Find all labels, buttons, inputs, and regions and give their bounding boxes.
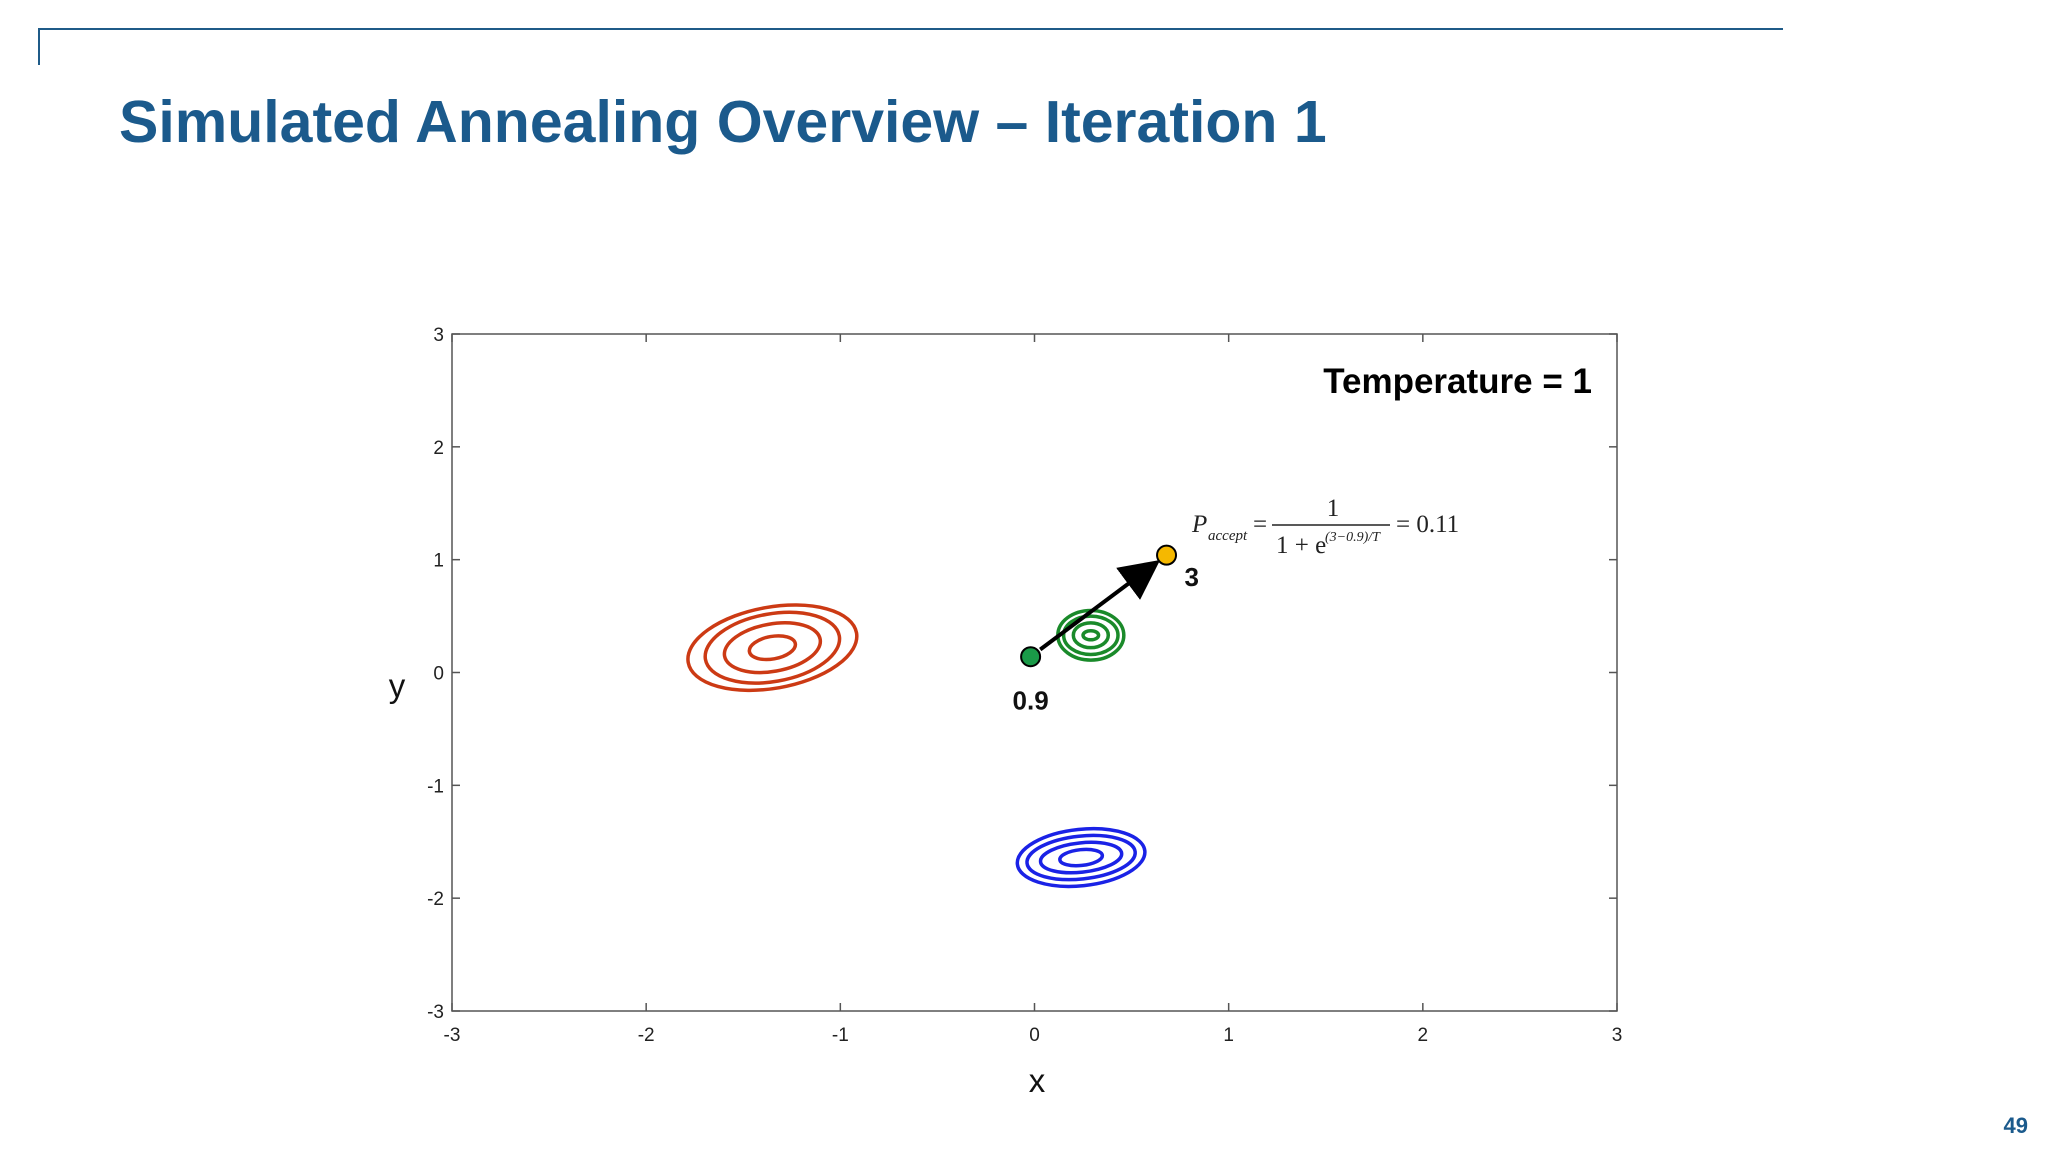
formula-p: P bbox=[1191, 511, 1207, 538]
points: 0.93 bbox=[1013, 544, 1199, 716]
x-axis-label: x bbox=[1029, 1062, 1046, 1099]
top-rule-corner bbox=[38, 28, 40, 65]
red-basin-contour bbox=[747, 634, 798, 662]
ticks: -3 -2 -1 0 1 2 3 3 2 1 0 -1 -2 -3 bbox=[427, 325, 1622, 1046]
x-tick-label: 0 bbox=[1029, 1025, 1040, 1046]
candidate-label: 3 bbox=[1185, 562, 1199, 592]
formula-sub: accept bbox=[1208, 528, 1248, 544]
blue-basin-contour bbox=[1015, 826, 1147, 889]
acceptance-formula: P accept = 1 1 + e (3−0.9)/T = 0.11 bbox=[1191, 495, 1459, 559]
y-axis-label: y bbox=[389, 667, 406, 704]
move-arrow bbox=[1039, 559, 1161, 652]
blue-basin-contour bbox=[1038, 840, 1124, 875]
x-tick-label: -1 bbox=[832, 1025, 849, 1046]
y-tick-label: 3 bbox=[433, 325, 444, 346]
green-basin-contour bbox=[1056, 608, 1126, 662]
temperature-annotation: Temperature = 1 bbox=[1323, 362, 1592, 401]
y-tick-label: 1 bbox=[433, 551, 444, 572]
page-number: 49 bbox=[2003, 1113, 2028, 1138]
blue-basin-contour bbox=[1058, 847, 1105, 868]
contours bbox=[686, 603, 1147, 889]
formula-result: = 0.11 bbox=[1396, 511, 1459, 538]
x-tick-label: 1 bbox=[1223, 1025, 1234, 1046]
blue-basin-contour bbox=[1025, 833, 1137, 882]
y-tick-label: -3 bbox=[427, 1002, 444, 1023]
top-rule bbox=[38, 28, 1783, 30]
formula-denominator: 1 + e bbox=[1276, 532, 1326, 559]
plot-frame bbox=[451, 333, 1618, 1012]
green-basin-contour bbox=[1071, 621, 1111, 650]
slide-title: Simulated Annealing Overview – Iteration… bbox=[119, 89, 1327, 155]
green-basin-contour bbox=[1061, 614, 1120, 657]
y-tick-label: 0 bbox=[433, 664, 444, 685]
y-tick-label: 2 bbox=[433, 438, 444, 459]
current-point bbox=[1020, 646, 1042, 668]
red-basin-contour bbox=[703, 610, 842, 685]
x-tick-label: 3 bbox=[1612, 1025, 1623, 1046]
y-tick-label: -2 bbox=[427, 889, 444, 910]
y-tick-label: -1 bbox=[427, 776, 444, 797]
red-basin-contour bbox=[686, 603, 859, 693]
x-tick-label: -2 bbox=[638, 1025, 655, 1046]
formula-numerator: 1 bbox=[1327, 495, 1340, 522]
formula-eq: = bbox=[1253, 511, 1267, 538]
current-label: 0.9 bbox=[1013, 686, 1049, 716]
red-basin-contour bbox=[722, 621, 823, 675]
x-tick-label: -3 bbox=[444, 1025, 461, 1046]
x-tick-label: 2 bbox=[1418, 1025, 1429, 1046]
candidate-point bbox=[1156, 544, 1178, 566]
green-basin-contour bbox=[1081, 629, 1101, 642]
formula-exponent: (3−0.9)/T bbox=[1325, 530, 1381, 545]
